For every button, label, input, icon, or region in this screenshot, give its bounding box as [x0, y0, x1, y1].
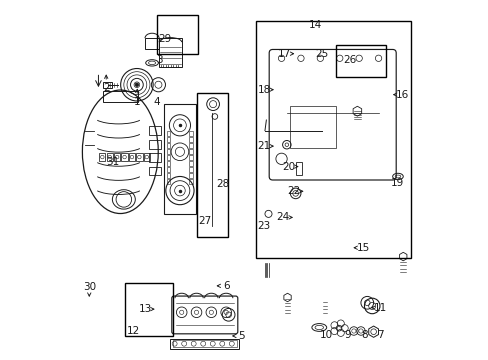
Text: 1: 1 — [134, 98, 140, 107]
Bar — [99, 153, 105, 161]
Bar — [296, 162, 302, 175]
Bar — [121, 153, 127, 161]
Bar — [256, 21, 410, 258]
Bar — [166, 173, 170, 177]
Bar — [164, 104, 195, 213]
Text: 4: 4 — [153, 98, 160, 107]
Text: 23: 23 — [257, 221, 270, 231]
Bar — [189, 173, 193, 177]
Text: 7: 7 — [377, 330, 383, 340]
Text: 28: 28 — [216, 179, 229, 189]
Bar — [166, 161, 170, 166]
Bar — [166, 137, 170, 141]
Bar — [143, 153, 150, 161]
Bar — [166, 149, 170, 153]
Bar — [166, 179, 170, 184]
Bar — [149, 167, 160, 175]
Text: 29: 29 — [158, 34, 171, 44]
Text: 31: 31 — [106, 157, 120, 167]
Bar — [166, 167, 170, 171]
Text: 25: 25 — [315, 49, 328, 59]
Bar — [189, 131, 193, 136]
Bar — [197, 93, 227, 237]
Text: 22: 22 — [286, 186, 300, 196]
Text: 20: 20 — [282, 162, 295, 172]
Text: 16: 16 — [395, 90, 408, 100]
Bar — [189, 149, 193, 153]
Bar — [114, 153, 120, 161]
Bar — [189, 161, 193, 166]
Text: 17: 17 — [278, 49, 291, 59]
Bar — [149, 126, 160, 135]
Bar — [136, 153, 142, 161]
Bar — [157, 15, 198, 54]
Text: 14: 14 — [308, 20, 321, 30]
Text: 13: 13 — [138, 304, 151, 314]
Text: 8: 8 — [361, 330, 367, 340]
Text: 26: 26 — [343, 55, 356, 65]
Bar — [336, 45, 385, 77]
Text: 10: 10 — [320, 330, 333, 340]
Bar — [128, 153, 135, 161]
Bar — [189, 179, 193, 184]
Text: 19: 19 — [390, 178, 404, 188]
Text: 11: 11 — [373, 303, 386, 313]
Bar — [145, 38, 159, 49]
Bar — [189, 167, 193, 171]
Text: 24: 24 — [276, 212, 289, 222]
Text: 27: 27 — [198, 216, 211, 226]
Circle shape — [135, 83, 139, 86]
Text: 6: 6 — [223, 281, 229, 291]
Bar — [149, 153, 160, 162]
Text: 30: 30 — [82, 282, 96, 292]
Bar — [103, 82, 112, 87]
Text: 21: 21 — [257, 141, 270, 151]
Bar — [166, 131, 170, 136]
Bar — [166, 143, 170, 148]
Text: 5: 5 — [238, 331, 244, 341]
Bar — [124, 283, 173, 336]
Text: 18: 18 — [257, 85, 270, 95]
Bar — [172, 340, 237, 347]
Bar — [189, 155, 193, 159]
Bar — [189, 143, 193, 148]
Text: 9: 9 — [344, 330, 350, 340]
Bar — [166, 155, 170, 159]
Text: 15: 15 — [356, 243, 369, 253]
Text: 12: 12 — [127, 326, 140, 336]
Text: 3: 3 — [156, 55, 162, 65]
Text: 2: 2 — [102, 83, 109, 93]
Bar — [170, 339, 239, 348]
Bar — [189, 137, 193, 141]
Bar — [149, 140, 160, 149]
Bar — [159, 37, 182, 67]
Bar — [102, 91, 138, 102]
Bar — [106, 153, 113, 161]
